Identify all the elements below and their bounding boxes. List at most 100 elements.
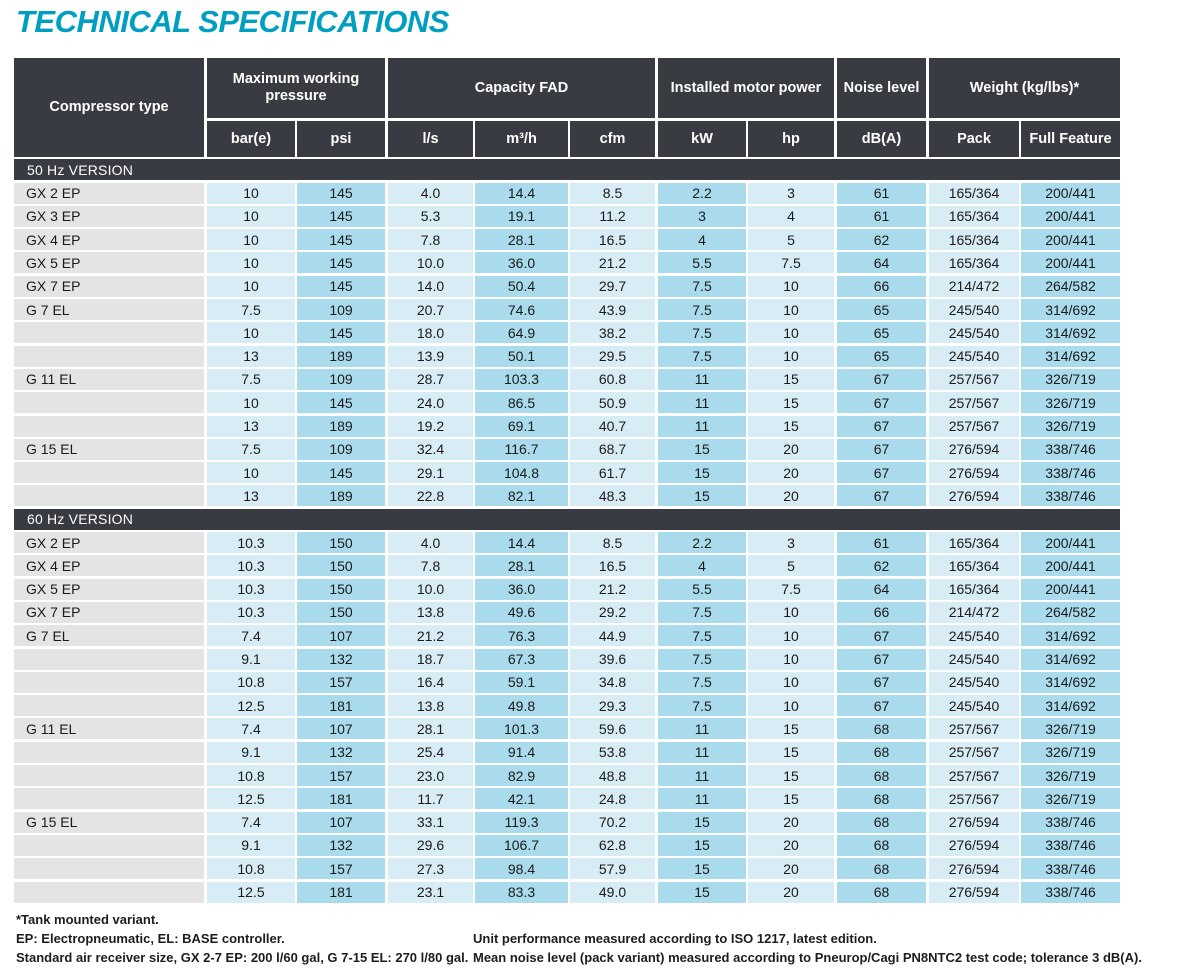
cell-cfm: 49.0	[570, 881, 655, 903]
section-band: 50 Hz VERSION	[14, 159, 1120, 181]
cell-m3-per-h: 50.1	[475, 345, 568, 367]
cell-full-feature: 338/746	[1021, 485, 1120, 507]
header-col-m3-per-h: m³/h	[475, 121, 568, 157]
cell-pack: 214/472	[929, 601, 1019, 623]
table-row: 9.1 132 25.4 91.4 53.8 11 15 68 257/567 326/719	[14, 741, 1120, 763]
cell-m3-per-h: 82.9	[475, 765, 568, 787]
cell-compressor-type	[14, 462, 204, 484]
cell-full-feature: 338/746	[1021, 462, 1120, 484]
cell-cfm: 61.7	[570, 462, 655, 484]
cell-bar-e: 10	[207, 229, 295, 251]
cell-psi: 150	[297, 532, 385, 554]
cell-m3-per-h: 98.4	[475, 858, 568, 880]
cell-compressor-type	[14, 648, 204, 670]
cell-kw: 11	[658, 415, 746, 437]
cell-compressor-type	[14, 765, 204, 787]
cell-full-feature: 338/746	[1021, 811, 1120, 833]
cell-kw: 15	[658, 485, 746, 507]
table-header: Compressor type Maximum working pressure…	[14, 58, 1120, 157]
cell-hp: 7.5	[748, 578, 834, 600]
cell-m3-per-h: 14.4	[475, 532, 568, 554]
cell-m3-per-h: 82.1	[475, 485, 568, 507]
table-row: 10.8 157 23.0 82.9 48.8 11 15 68 257/567 326/719	[14, 765, 1120, 787]
cell-m3-per-h: 64.9	[475, 322, 568, 344]
cell-full-feature: 314/692	[1021, 625, 1120, 647]
cell-bar-e: 13	[207, 345, 295, 367]
page-title: TECHNICAL SPECIFICATIONS	[16, 4, 449, 39]
cell-cfm: 8.5	[570, 532, 655, 554]
cell-cfm: 11.2	[570, 205, 655, 227]
cell-hp: 20	[748, 834, 834, 856]
cell-full-feature: 314/692	[1021, 695, 1120, 717]
cell-hp: 3	[748, 532, 834, 554]
cell-compressor-type	[14, 741, 204, 763]
cell-cfm: 21.2	[570, 252, 655, 274]
cell-pack: 276/594	[929, 485, 1019, 507]
cell-db-a: 68	[837, 881, 926, 903]
cell-full-feature: 264/582	[1021, 601, 1120, 623]
cell-cfm: 21.2	[570, 578, 655, 600]
cell-kw: 11	[658, 718, 746, 740]
table-row: 10 145 29.1 104.8 61.7 15 20 67 276/594 338/746	[14, 462, 1120, 484]
cell-kw: 15	[658, 881, 746, 903]
cell-full-feature: 326/719	[1021, 415, 1120, 437]
table-row: 13 189 22.8 82.1 48.3 15 20 67 276/594 338/746	[14, 485, 1120, 507]
cell-kw: 11	[658, 368, 746, 390]
cell-pack: 276/594	[929, 462, 1019, 484]
header-col-l-per-s: l/s	[388, 121, 473, 157]
cell-kw: 4	[658, 555, 746, 577]
cell-bar-e: 10	[207, 182, 295, 204]
cell-l-per-s: 27.3	[388, 858, 473, 880]
cell-psi: 145	[297, 182, 385, 204]
cell-kw: 2.2	[658, 532, 746, 554]
cell-pack: 165/364	[929, 578, 1019, 600]
cell-psi: 145	[297, 229, 385, 251]
cell-db-a: 66	[837, 601, 926, 623]
cell-cfm: 8.5	[570, 182, 655, 204]
cell-db-a: 61	[837, 182, 926, 204]
cell-kw: 15	[658, 811, 746, 833]
cell-psi: 107	[297, 811, 385, 833]
cell-full-feature: 200/441	[1021, 532, 1120, 554]
cell-m3-per-h: 116.7	[475, 438, 568, 460]
cell-hp: 20	[748, 462, 834, 484]
cell-bar-e: 9.1	[207, 741, 295, 763]
cell-l-per-s: 13.8	[388, 601, 473, 623]
cell-full-feature: 314/692	[1021, 299, 1120, 321]
cell-m3-per-h: 104.8	[475, 462, 568, 484]
cell-compressor-type: GX 2 EP	[14, 532, 204, 554]
cell-db-a: 67	[837, 485, 926, 507]
cell-db-a: 67	[837, 671, 926, 693]
cell-hp: 10	[748, 601, 834, 623]
cell-compressor-type: G 11 EL	[14, 718, 204, 740]
cell-psi: 107	[297, 625, 385, 647]
cell-bar-e: 7.5	[207, 368, 295, 390]
cell-db-a: 62	[837, 229, 926, 251]
table-row: G 15 EL 7.5 109 32.4 116.7 68.7 15 20 67 276/594 3…	[14, 438, 1120, 460]
table-row: GX 2 EP 10.3 150 4.0 14.4 8.5 2.2 3 61 165/364 200…	[14, 532, 1120, 554]
cell-full-feature: 314/692	[1021, 648, 1120, 670]
cell-psi: 181	[297, 881, 385, 903]
cell-db-a: 66	[837, 275, 926, 297]
cell-l-per-s: 28.1	[388, 718, 473, 740]
cell-full-feature: 200/441	[1021, 578, 1120, 600]
cell-m3-per-h: 19.1	[475, 205, 568, 227]
cell-cfm: 29.7	[570, 275, 655, 297]
cell-full-feature: 338/746	[1021, 858, 1120, 880]
section-label: 50 Hz VERSION	[27, 161, 134, 178]
cell-m3-per-h: 83.3	[475, 881, 568, 903]
cell-pack: 165/364	[929, 229, 1019, 251]
cell-l-per-s: 21.2	[388, 625, 473, 647]
cell-l-per-s: 29.6	[388, 834, 473, 856]
cell-cfm: 16.5	[570, 229, 655, 251]
cell-db-a: 64	[837, 578, 926, 600]
cell-psi: 181	[297, 788, 385, 810]
cell-cfm: 50.9	[570, 392, 655, 414]
cell-pack: 165/364	[929, 205, 1019, 227]
cell-compressor-type	[14, 881, 204, 903]
cell-compressor-type: GX 3 EP	[14, 205, 204, 227]
cell-pack: 245/540	[929, 625, 1019, 647]
cell-hp: 10	[748, 625, 834, 647]
table-row: 9.1 132 29.6 106.7 62.8 15 20 68 276/594 338/746	[14, 834, 1120, 856]
cell-compressor-type	[14, 345, 204, 367]
